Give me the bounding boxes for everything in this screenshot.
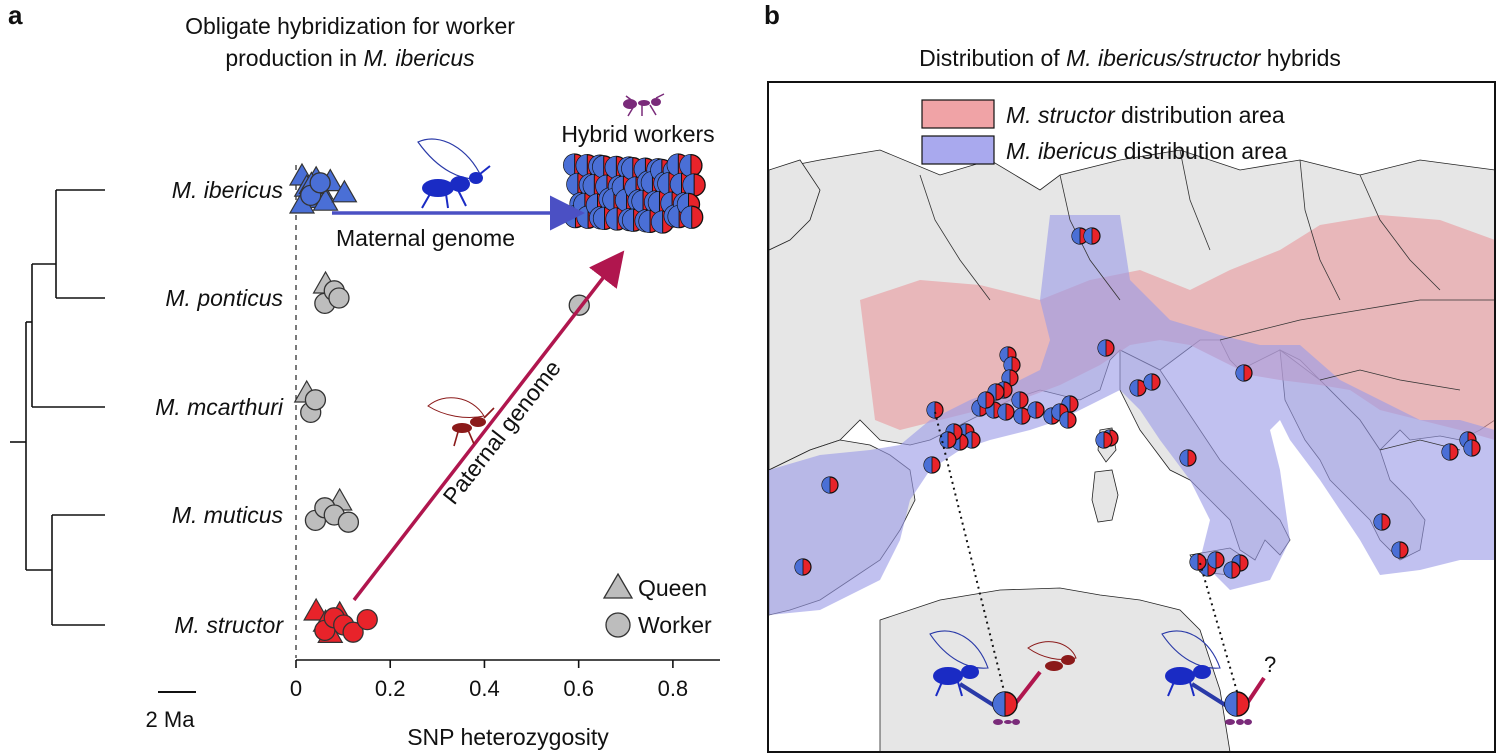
site-pie-marker (794, 558, 812, 576)
worker-ant-icon-bottom-2 (1225, 719, 1252, 725)
site-pie-marker (1013, 407, 1031, 425)
site-pie-marker (1143, 373, 1161, 391)
leader-lines (934, 411, 1239, 696)
hybrid-pie-sicily (1224, 691, 1250, 717)
panel-b-title: Distribution of M. ibericus/structor hyb… (919, 45, 1341, 71)
legend-triangle-icon (602, 572, 634, 599)
site-pie-marker (1095, 431, 1113, 449)
panel-b: b Distribution of M. ibericus/structor h… (764, 0, 1496, 753)
scale-bar-label: 2 Ma (146, 707, 196, 732)
hybrid-schematic-sicily: ? (1161, 630, 1276, 725)
hybrid-worker-point (682, 173, 706, 197)
site-pie-marker (1097, 339, 1115, 357)
site-pie-marker (1129, 379, 1147, 397)
site-pie-marker (1059, 411, 1077, 429)
panel-a-title-line1: Obligate hybridization for worker (185, 13, 515, 39)
hybrid-pie-france (992, 691, 1018, 717)
site-pie-marker (821, 476, 839, 494)
hybrid-worker-point (651, 210, 675, 234)
x-tick-label: 0.2 (375, 676, 406, 701)
queen-point (331, 179, 358, 203)
site-pie-marker (926, 401, 944, 419)
x-axis-label: SNP heterozygosity (407, 724, 609, 750)
legend-label: Worker (638, 612, 712, 638)
site-pie-marker (1441, 443, 1459, 461)
legend-label: Queen (638, 575, 707, 601)
legend-entry: M. structor distribution area (1006, 102, 1285, 128)
panel-b-title-suffix: hybrids (1260, 45, 1341, 71)
title-line2-prefix: production in (225, 45, 363, 71)
legend-circle-icon (605, 612, 631, 638)
worker-point (337, 511, 360, 533)
species-label: M. muticus (172, 502, 284, 528)
worker-point (356, 608, 378, 631)
site-pie-marker (1207, 551, 1225, 569)
sardinia-land (1091, 469, 1119, 523)
x-tick-label: 0.8 (658, 676, 689, 701)
sample-site-markers (794, 227, 1481, 579)
species-label: M. mcarthuri (155, 394, 284, 420)
panel-b-title-species: M. ibericus/structor (1066, 45, 1262, 71)
worker-point (309, 172, 331, 194)
queen-point (303, 597, 330, 621)
site-pie-marker (1189, 553, 1207, 571)
worker-ant-icon-bottom (993, 719, 1020, 725)
site-pie-marker (1027, 401, 1045, 419)
site-pie-marker (997, 403, 1015, 421)
hybrid-worker-point (680, 205, 704, 229)
legend-swatch (921, 135, 995, 165)
panel-b-letter: b (764, 0, 780, 30)
phylogeny-tree (10, 189, 105, 626)
ibericus-distribution-area (769, 215, 1494, 615)
species-label: M. structor (174, 612, 284, 638)
site-pie-marker (939, 431, 957, 449)
ibericus-queen-icon (417, 138, 491, 209)
site-pie-marker (1223, 561, 1241, 579)
x-axis: 0 0.2 0.4 0.6 0.8 (290, 659, 720, 701)
legend-panel-b: M. structor distribution area M. ibericus… (921, 99, 1287, 165)
hybrid-schematic-france (929, 630, 1077, 725)
panel-b-title-prefix: Distribution of (919, 45, 1066, 71)
legend-swatch (921, 99, 995, 129)
hybrid-workers-label: Hybrid workers (561, 121, 714, 147)
britain-land (769, 159, 821, 251)
worker-point (304, 389, 327, 411)
species-label: M. ponticus (165, 285, 283, 311)
panel-a-letter: a (8, 0, 23, 30)
panel-a-title-line2: production in M. ibericus (225, 45, 475, 71)
worker-point (328, 287, 350, 309)
legend-entry: M. ibericus distribution area (1006, 138, 1287, 164)
species-label: M. ibericus (172, 177, 284, 203)
site-pie-marker (977, 391, 995, 409)
panel-a: a Obligate hybridization for worker prod… (8, 0, 720, 750)
site-pie-marker (1235, 364, 1253, 382)
species-labels: M. ibericus M. ponticus M. mcarthuri M. mut… (155, 177, 284, 638)
site-pie-marker (1373, 513, 1391, 531)
site-pie-marker (1011, 391, 1029, 409)
site-pie-marker (1391, 541, 1409, 559)
worker-point (342, 621, 364, 643)
hybrid-worker-point (679, 153, 703, 178)
site-pie-marker (1179, 449, 1197, 467)
x-tick-label: 0.6 (563, 676, 594, 701)
site-pie-marker (971, 399, 989, 417)
worker-ant-icon (623, 93, 665, 117)
maternal-genome-label: Maternal genome (336, 225, 515, 251)
site-pie-marker (1463, 439, 1481, 457)
x-tick-label: 0 (290, 676, 302, 701)
structor-male-icon (427, 397, 495, 447)
paternal-genome-arrow (352, 250, 625, 602)
site-pie-marker (923, 456, 941, 474)
legend-panel-a: Queen Worker (602, 572, 712, 638)
site-pie-marker (1083, 227, 1101, 245)
unknown-father-mark: ? (1264, 652, 1276, 677)
title-line2-species: M. ibericus (363, 45, 475, 71)
x-tick-label: 0.4 (469, 676, 500, 701)
